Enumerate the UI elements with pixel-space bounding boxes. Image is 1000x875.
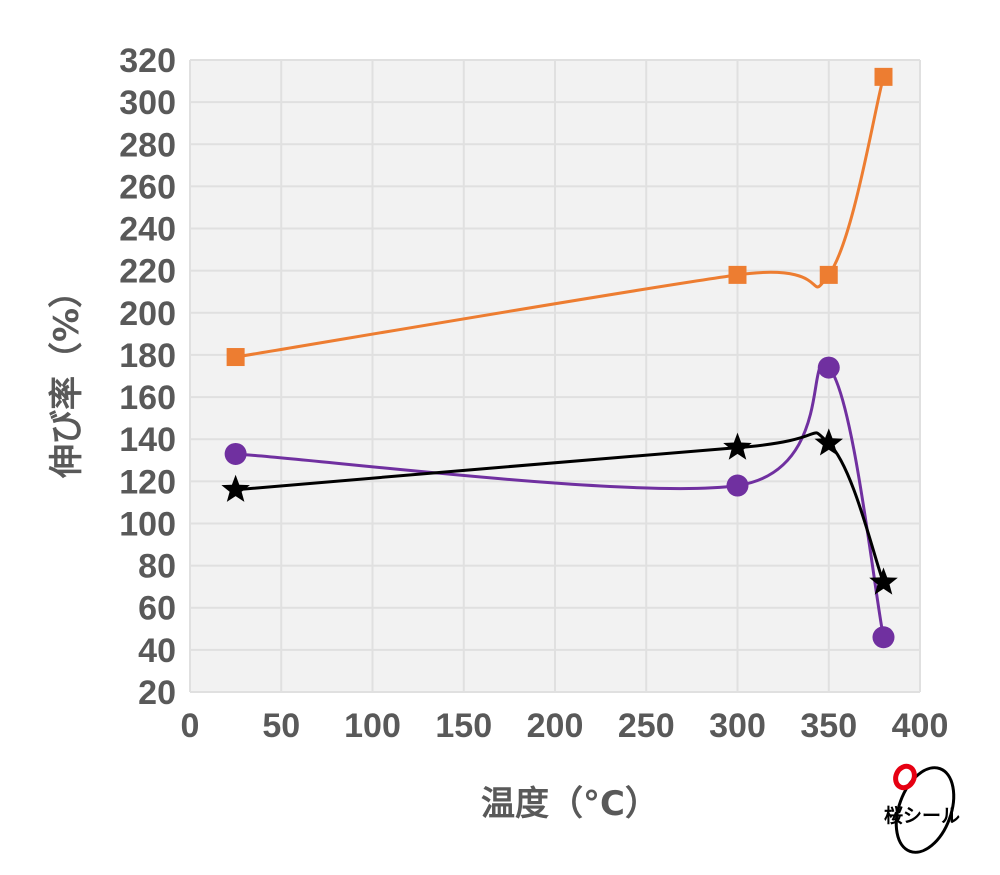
- x-tick-label: 300: [709, 707, 766, 745]
- data-point-square: [728, 265, 747, 284]
- data-point-square: [226, 348, 245, 367]
- svg-text:桜シール: 桜シール: [884, 804, 960, 827]
- data-point-star: [814, 428, 843, 456]
- series-line: [235, 431, 885, 584]
- y-tick-label: 260: [119, 168, 176, 206]
- series-line: [235, 76, 885, 359]
- data-point-star: [869, 567, 898, 595]
- y-tick-label: 200: [119, 295, 176, 333]
- x-axis-label: 温度（°C）: [481, 784, 659, 824]
- data-point-circle: [224, 442, 247, 465]
- y-tick-label: 80: [138, 548, 176, 586]
- y-tick-label: 20: [138, 674, 176, 712]
- logo: 桜シール: [884, 763, 960, 854]
- y-tick-label: 220: [119, 253, 176, 291]
- y-tick-label: 320: [119, 42, 176, 80]
- x-tick-label: 250: [618, 707, 675, 745]
- x-tick-label: 350: [800, 707, 857, 745]
- data-point-square: [819, 265, 838, 284]
- y-tick-label: 100: [119, 505, 176, 543]
- y-tick-label: 280: [119, 126, 176, 164]
- y-tick-label: 40: [138, 632, 176, 670]
- data-point-circle: [872, 626, 895, 649]
- y-axis-label: 伸び率（%）: [47, 274, 87, 479]
- x-tick-label: 50: [262, 707, 300, 745]
- y-tick-label: 60: [138, 590, 176, 628]
- data-point-star: [723, 432, 752, 460]
- y-tick-label: 300: [119, 84, 176, 122]
- data-point-circle: [817, 356, 840, 379]
- y-tick-label: 160: [119, 379, 176, 417]
- x-tick-label: 200: [527, 707, 584, 745]
- y-tick-label: 140: [119, 421, 176, 459]
- y-tick-label: 120: [119, 463, 176, 501]
- x-tick-label: 100: [344, 707, 401, 745]
- data-point-star: [221, 474, 250, 502]
- data-point-circle: [726, 474, 749, 497]
- x-tick-label: 400: [892, 707, 949, 745]
- x-tick-label: 0: [181, 707, 200, 745]
- y-tick-label: 180: [119, 337, 176, 375]
- data-point-square: [874, 67, 893, 86]
- y-tick-label: 240: [119, 211, 176, 249]
- x-tick-label: 150: [435, 707, 492, 745]
